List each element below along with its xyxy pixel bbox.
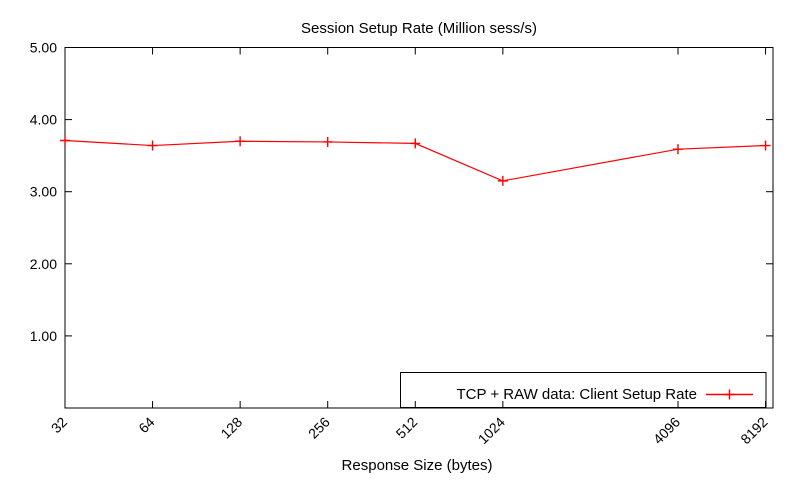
y-tick-label: 3.00 bbox=[30, 184, 57, 200]
legend-box bbox=[400, 372, 767, 408]
legend-marker-sample bbox=[724, 389, 735, 400]
data-point-marker bbox=[60, 135, 70, 146]
x-axis-label: Response Size (bytes) bbox=[342, 457, 493, 474]
plot-border bbox=[64, 47, 774, 409]
y-tick-label: 2.00 bbox=[30, 256, 57, 272]
x-tick-label: 1024 bbox=[475, 414, 508, 447]
data-line bbox=[64, 139, 766, 182]
data-point-marker bbox=[497, 175, 508, 186]
y-tick-label: 5.00 bbox=[30, 40, 57, 56]
data-point-marker bbox=[322, 136, 333, 147]
data-point-marker bbox=[672, 144, 683, 155]
y-tick-label: 1.00 bbox=[30, 328, 57, 344]
legend-label: TCP + RAW data: Client Setup Rate bbox=[456, 386, 697, 403]
x-tick-label: 512 bbox=[393, 414, 421, 442]
x-tick-label: 4096 bbox=[650, 414, 683, 447]
data-point-marker bbox=[760, 140, 771, 151]
data-point-marker bbox=[147, 140, 158, 151]
data-point-marker bbox=[235, 136, 246, 147]
x-tick-label: 256 bbox=[305, 414, 333, 442]
x-tick-label: 8192 bbox=[737, 414, 770, 447]
x-tick-label: 64 bbox=[135, 414, 157, 436]
x-tick-label: 128 bbox=[217, 414, 245, 442]
y-tick-label: 4.00 bbox=[30, 112, 57, 128]
x-tick-label: 32 bbox=[48, 414, 70, 436]
data-point-marker bbox=[410, 138, 421, 149]
chart-title: Session Setup Rate (Million sess/s) bbox=[301, 20, 537, 37]
